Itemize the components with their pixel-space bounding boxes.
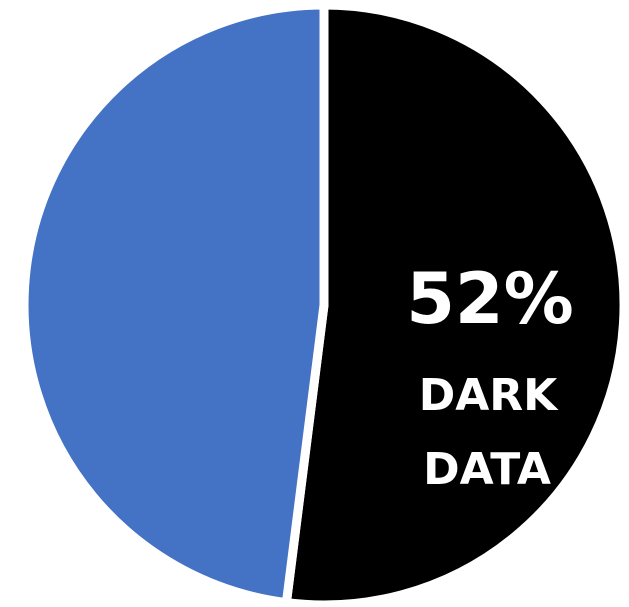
slice-dark-data-label-line-1: DARK — [419, 370, 559, 421]
pie-labels: 52% DARK DATA — [406, 258, 574, 495]
slice-dark-data — [281, 0, 629, 607]
slice-dark-data-label-line-2: DATA — [423, 444, 551, 495]
slice-other — [19, 0, 329, 607]
pie-slices — [19, 0, 629, 607]
slice-dark-data-value-label: 52% — [406, 258, 574, 340]
